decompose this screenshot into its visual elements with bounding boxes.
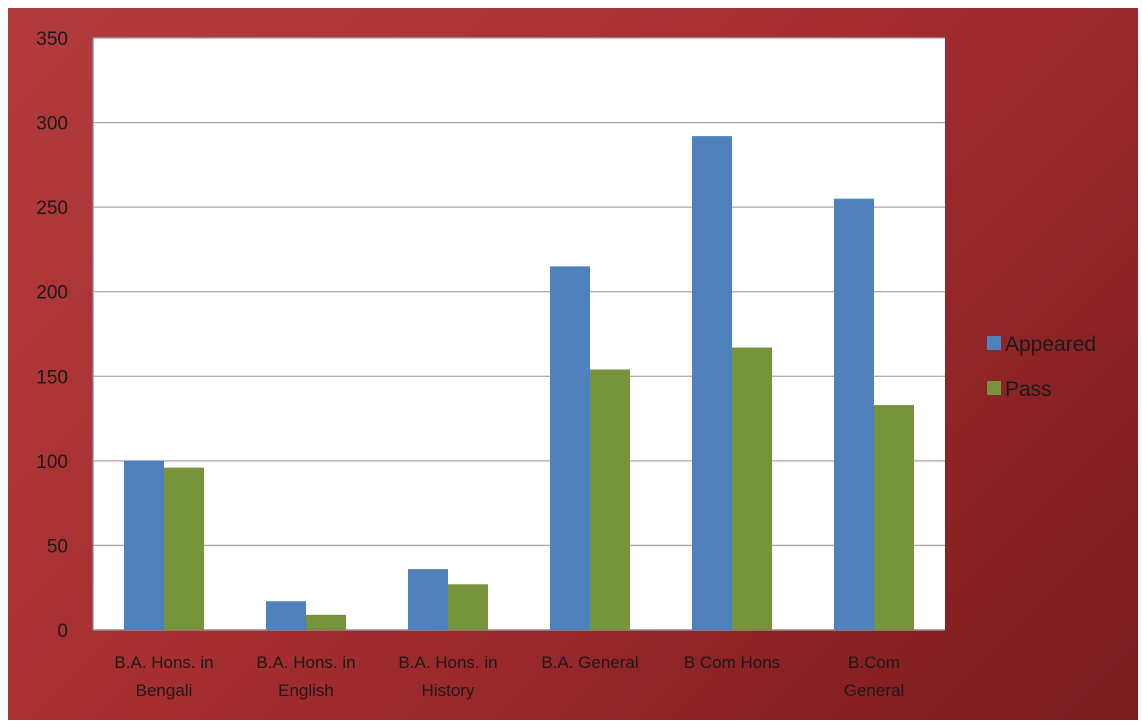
y-tick-label: 200 xyxy=(36,283,68,304)
bar-pass-2 xyxy=(306,614,346,630)
bar-appeared-2 xyxy=(266,601,306,630)
x-category-label: English xyxy=(278,681,334,700)
y-tick-label: 50 xyxy=(47,536,68,557)
y-tick-label: 100 xyxy=(36,452,68,473)
bar-pass-6 xyxy=(874,405,914,630)
y-tick-label: 250 xyxy=(36,198,68,219)
x-category-label: B.Com xyxy=(848,653,900,672)
bar-appeared-4 xyxy=(550,266,590,630)
legend-label-pass: Pass xyxy=(1005,378,1052,401)
bar-appeared-6 xyxy=(834,198,874,630)
bar-appeared-3 xyxy=(408,569,448,630)
legend-label-appeared: Appeared xyxy=(1005,333,1096,356)
x-category-label: B.A. Hons. in xyxy=(398,653,497,672)
x-category-label: B.A. General xyxy=(541,653,638,672)
legend-swatch-pass xyxy=(987,381,1001,395)
bar-appeared-5 xyxy=(692,136,732,631)
x-category-label: History xyxy=(422,681,475,700)
bar-pass-3 xyxy=(448,584,488,630)
y-tick-label: 150 xyxy=(36,367,68,388)
x-category-label: Bengali xyxy=(136,681,193,700)
bar-pass-1 xyxy=(164,467,204,630)
x-category-label: B Com Hons xyxy=(684,653,780,672)
x-category-label: B.A. Hons. in xyxy=(256,653,355,672)
y-tick-label: 0 xyxy=(57,621,68,642)
y-tick-label: 350 xyxy=(36,29,68,50)
plot-area xyxy=(93,38,945,630)
bar-pass-5 xyxy=(732,347,772,630)
legend-swatch-appeared xyxy=(987,336,1001,350)
x-category-label: B.A. Hons. in xyxy=(114,653,213,672)
y-tick-label: 300 xyxy=(36,114,68,135)
bar-pass-4 xyxy=(590,369,630,630)
bar-appeared-1 xyxy=(124,460,164,630)
x-category-label: General xyxy=(844,681,904,700)
